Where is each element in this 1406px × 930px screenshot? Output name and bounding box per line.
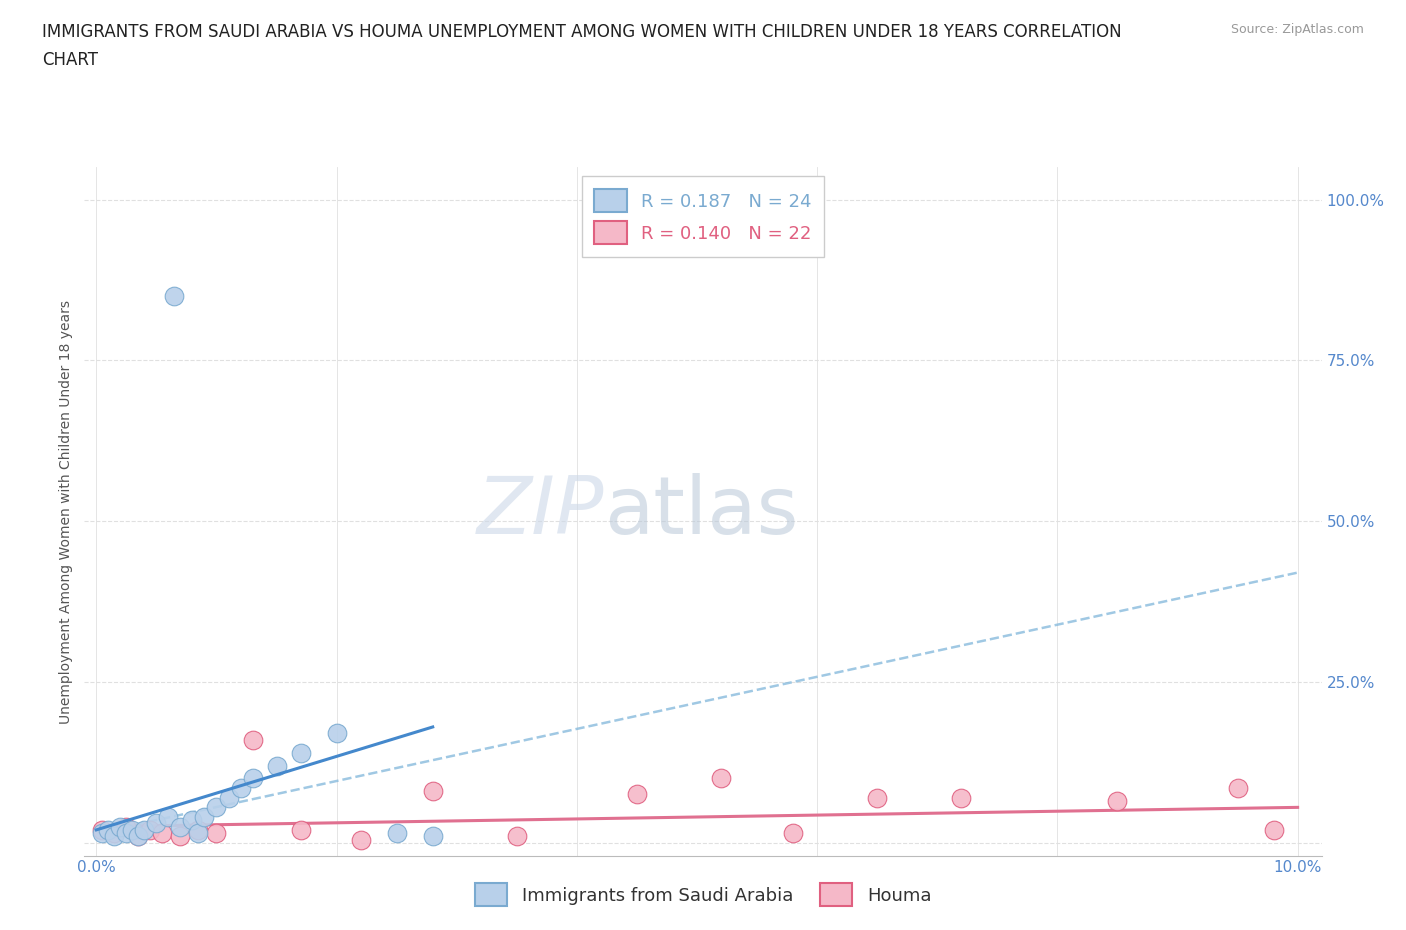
Point: [290, 822, 312, 837]
Point: [145, 816, 167, 830]
Point: [218, 790, 240, 805]
Point: [242, 733, 264, 748]
Point: [325, 726, 347, 741]
Point: [103, 829, 125, 844]
Point: [266, 758, 288, 773]
Point: [110, 819, 132, 834]
Point: [169, 829, 191, 844]
Point: [103, 826, 125, 841]
Point: [139, 822, 162, 837]
Point: [127, 829, 149, 844]
Point: [350, 832, 373, 847]
Point: [181, 813, 204, 828]
Point: [229, 780, 252, 795]
Point: [782, 826, 804, 841]
Point: [121, 822, 143, 837]
Point: [97, 822, 120, 837]
Point: [866, 790, 889, 805]
Point: [205, 826, 228, 841]
Point: [169, 819, 191, 834]
Point: [152, 826, 174, 841]
Point: [1226, 780, 1249, 795]
Point: [163, 288, 186, 303]
Point: [157, 810, 180, 825]
Point: [422, 784, 444, 799]
Point: [91, 826, 114, 841]
Point: [1263, 822, 1285, 837]
Point: [187, 826, 209, 841]
Point: [205, 800, 228, 815]
Point: [290, 745, 312, 760]
Point: [115, 819, 138, 834]
Point: [950, 790, 973, 805]
Point: [422, 829, 444, 844]
Point: [710, 771, 733, 786]
Text: ZIP: ZIP: [477, 472, 605, 551]
Point: [242, 771, 264, 786]
Point: [115, 826, 138, 841]
Legend: Immigrants from Saudi Arabia, Houma: Immigrants from Saudi Arabia, Houma: [465, 874, 941, 915]
Point: [193, 810, 215, 825]
Y-axis label: Unemployment Among Women with Children Under 18 years: Unemployment Among Women with Children U…: [59, 299, 73, 724]
Point: [127, 829, 149, 844]
Text: atlas: atlas: [605, 472, 799, 551]
Point: [187, 822, 209, 837]
Text: CHART: CHART: [42, 51, 98, 69]
Point: [506, 829, 529, 844]
Point: [626, 787, 648, 802]
Point: [1107, 793, 1129, 808]
Text: IMMIGRANTS FROM SAUDI ARABIA VS HOUMA UNEMPLOYMENT AMONG WOMEN WITH CHILDREN UND: IMMIGRANTS FROM SAUDI ARABIA VS HOUMA UN…: [42, 23, 1122, 41]
Point: [134, 822, 156, 837]
Point: [385, 826, 408, 841]
Text: Source: ZipAtlas.com: Source: ZipAtlas.com: [1230, 23, 1364, 36]
Point: [91, 822, 114, 837]
